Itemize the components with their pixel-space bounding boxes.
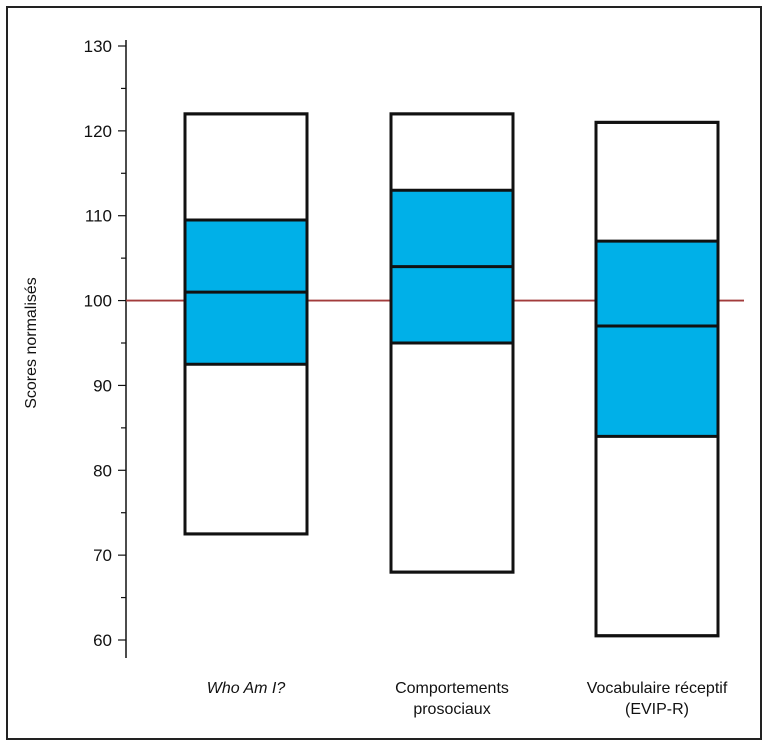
category-label: Comportements prosociaux	[395, 680, 509, 718]
y-tick-label: 90	[93, 376, 112, 395]
boxes-layer	[183, 112, 720, 638]
box-outline	[183, 112, 309, 536]
iqr-box	[596, 241, 718, 437]
category-label-line: Who Am I?	[207, 680, 286, 697]
y-tick-label: 60	[93, 631, 112, 650]
box-group	[594, 120, 720, 638]
y-axis-title: Scores normalisés	[23, 277, 40, 409]
category-labels: Who Am I? Comportements prosociaux Vocabula…	[207, 680, 728, 718]
category-label-line: Comportements	[395, 680, 509, 697]
category-label-line: Vocabulaire réceptif	[587, 680, 728, 697]
box-outline	[389, 112, 515, 574]
category-label-line: prosociaux	[413, 701, 490, 718]
y-tick-label: 100	[84, 292, 112, 311]
box-group	[389, 112, 515, 574]
y-tick-label: 120	[84, 122, 112, 141]
box-outline	[594, 120, 720, 638]
y-tick-label: 110	[85, 207, 112, 226]
y-tick-label: 80	[93, 461, 112, 480]
y-tick-label: 70	[93, 546, 112, 565]
category-label: Who Am I?	[207, 680, 286, 697]
category-label: Vocabulaire réceptif (EVIP-R)	[587, 680, 728, 718]
y-axis: 60 70 80 90 100 110 120 130	[84, 37, 127, 658]
box-group	[183, 112, 309, 536]
category-label-line: (EVIP-R)	[625, 701, 689, 718]
y-tick-label: 130	[84, 37, 112, 56]
